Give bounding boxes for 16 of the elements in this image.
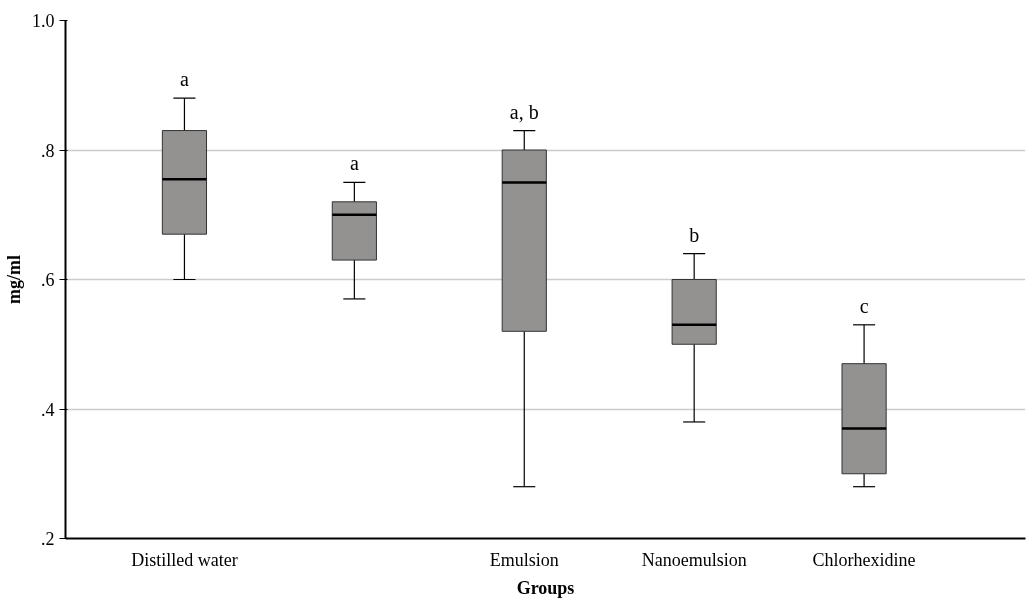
annotation: a (180, 68, 189, 91)
x-tick-label: Emulsion (489, 549, 559, 570)
annotation: b (689, 223, 700, 246)
annotation: a (349, 152, 359, 175)
annotation: c (859, 294, 869, 317)
y-axis-title: mg/ml (4, 255, 24, 304)
y-tick-label: .8 (41, 140, 55, 161)
x-tick-label: Nanoemulsion (641, 549, 747, 570)
y-tick-label: .6 (41, 270, 55, 290)
x-tick-label: Chlorhexidine (812, 549, 916, 570)
x-axis-title: Groups (516, 577, 575, 598)
y-tick-label: .4 (41, 399, 55, 420)
x-tick-label: Distilled water (131, 549, 238, 570)
y-tick-label: .2 (41, 529, 55, 549)
y-tick-label: 1.0 (32, 11, 55, 31)
annotation: a, b (509, 100, 539, 123)
